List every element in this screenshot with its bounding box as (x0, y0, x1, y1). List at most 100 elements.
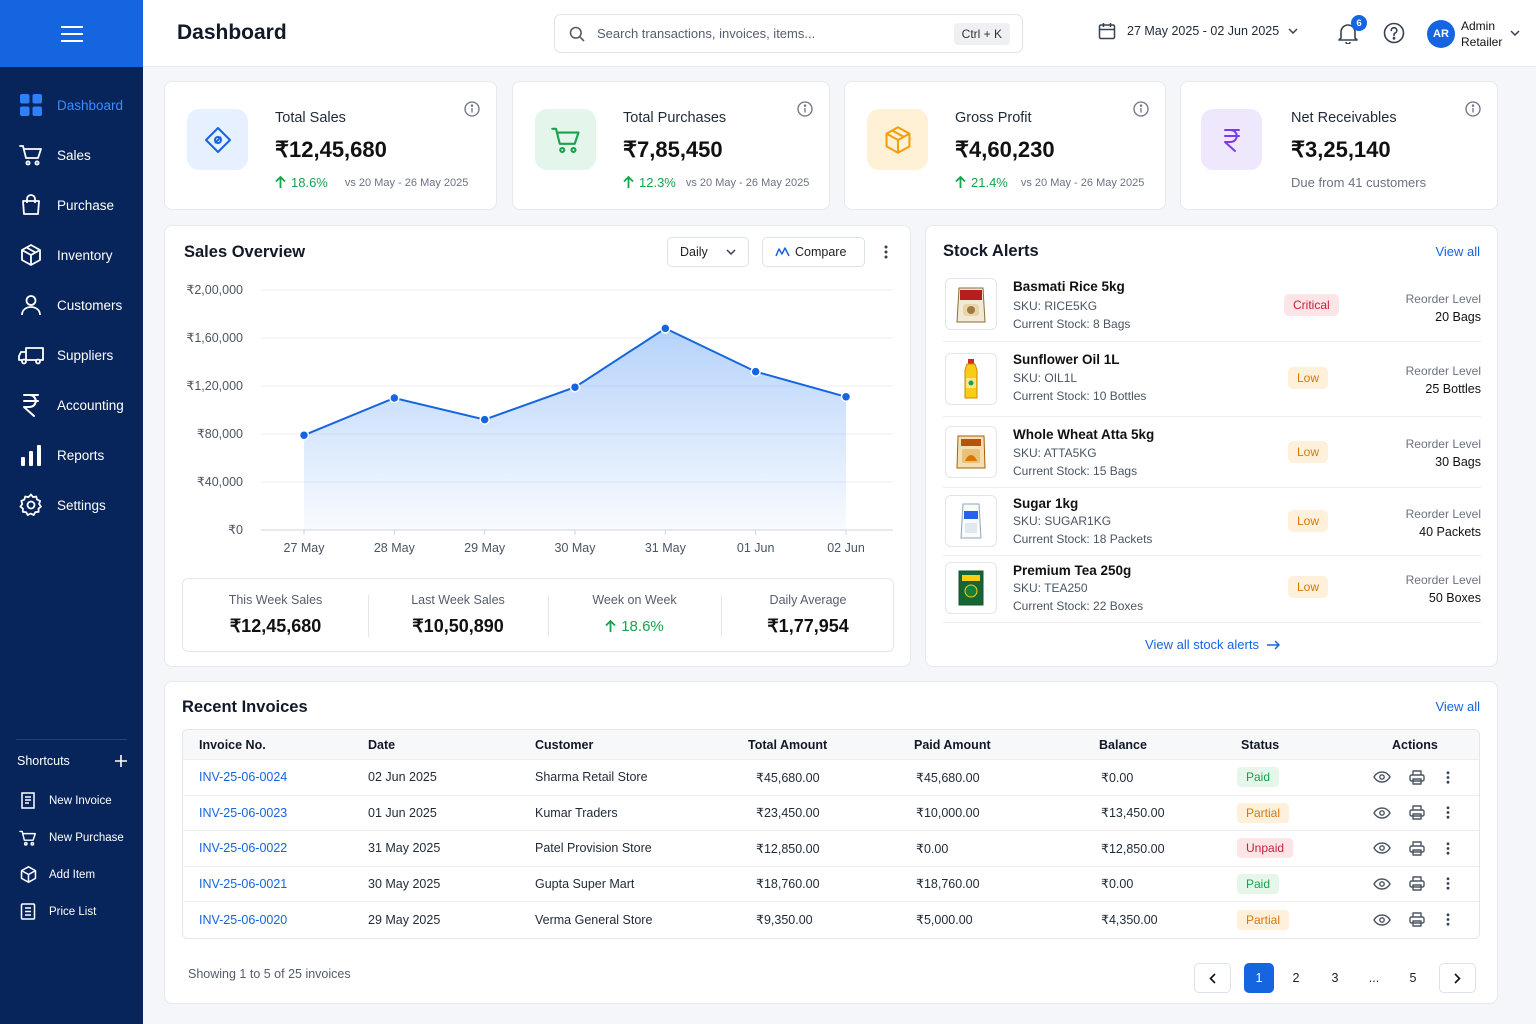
stock-alert-row[interactable]: Sugar 1kg SKU: SUGAR1KG Current Stock: 1… (943, 488, 1481, 556)
notification-count-badge: 6 (1351, 15, 1367, 31)
compare-chart-icon (775, 246, 790, 258)
invoice-number-link[interactable]: INV-25-06-0024 (199, 770, 288, 785)
current-stock: Current Stock: 22 Boxes (1013, 599, 1143, 613)
kpi-icon-box (535, 109, 596, 170)
invoice-number-link[interactable]: INV-25-06-0023 (199, 805, 288, 820)
invoice-number-link[interactable]: INV-25-06-0020 (199, 912, 288, 927)
box-icon (19, 866, 37, 884)
view-all-link[interactable]: View all (1435, 699, 1480, 714)
shortcut-add-item[interactable]: Add Item (0, 856, 143, 893)
sidebar-item-suppliers[interactable]: Suppliers (0, 330, 143, 380)
status-badge: Low (1288, 441, 1329, 463)
sidebar-item-dashboard[interactable]: Dashboard (0, 80, 143, 130)
menu-icon[interactable] (60, 25, 83, 42)
top-header: Dashboard Ctrl + K 27 May 2025 - 02 Jun … (143, 0, 1536, 67)
stock-prefix: Current Stock: (1013, 464, 1090, 478)
sidebar-item-sales[interactable]: Sales (0, 130, 143, 180)
page-button[interactable]: 2 (1292, 971, 1300, 985)
shortcut-label: Add Item (49, 868, 96, 881)
more-vertical-icon[interactable] (1446, 877, 1450, 890)
stock-alerts-card: Stock Alerts View all Basmati Rice 5kg S… (925, 225, 1498, 667)
balance-amount: ₹13,450.00 (1101, 806, 1165, 821)
stock-alert-row[interactable]: Premium Tea 250g SKU: TEA250 Current Sto… (943, 556, 1481, 623)
page-button[interactable]: 5 (1409, 971, 1417, 985)
period-dropdown[interactable]: Daily (667, 237, 749, 267)
view-all-link[interactable]: View all (1435, 244, 1480, 259)
print-icon[interactable] (1409, 876, 1425, 891)
reorder-value: 50 Boxes (1428, 591, 1481, 605)
view-eye-icon[interactable] (1373, 914, 1391, 926)
shortcut-label: Price List (49, 905, 97, 918)
section-title: Recent Invoices (182, 698, 308, 716)
print-icon[interactable] (1409, 841, 1425, 856)
invoice-number-link[interactable]: INV-25-06-0021 (199, 876, 288, 891)
sidebar-item-customers[interactable]: Customers (0, 280, 143, 330)
customer-name: Sharma Retail Store (535, 770, 648, 785)
sidebar-item-reports[interactable]: Reports (0, 430, 143, 480)
date-range-picker[interactable]: 27 May 2025 - 02 Jun 2025 (1098, 22, 1298, 40)
more-vertical-icon[interactable] (1446, 842, 1450, 855)
print-icon[interactable] (1409, 805, 1425, 820)
summary-last-week: Last Week Sales ₹10,50,890 (368, 579, 548, 653)
help-button[interactable] (1383, 22, 1405, 44)
page-button[interactable]: 3 (1331, 971, 1339, 985)
stock-alert-row[interactable]: Sunflower Oil 1L SKU: OIL1L Current Stoc… (943, 342, 1481, 417)
view-eye-icon[interactable] (1373, 807, 1391, 819)
kpi-delta: 21.4% vs 20 May - 26 May 2025 (955, 175, 1144, 190)
plus-icon[interactable] (115, 755, 127, 767)
print-icon[interactable] (1409, 770, 1425, 785)
sidebar-item-settings[interactable]: Settings (0, 480, 143, 530)
sidebar-item-label: Suppliers (57, 347, 114, 363)
more-vertical-icon[interactable] (884, 245, 888, 259)
more-vertical-icon[interactable] (1446, 913, 1450, 926)
info-icon[interactable] (1465, 101, 1481, 117)
more-vertical-icon[interactable] (1446, 771, 1450, 784)
cart-icon (19, 829, 37, 847)
arrow-up-icon (275, 176, 286, 189)
info-icon[interactable] (1133, 101, 1149, 117)
column-header: Balance (1099, 737, 1147, 752)
view-all-stock-alerts-link[interactable]: View all stock alerts (926, 637, 1499, 652)
total-amount: ₹9,350.00 (756, 913, 813, 928)
view-eye-icon[interactable] (1373, 878, 1391, 890)
column-header: Invoice No. (199, 737, 266, 752)
stock-alert-row[interactable]: Whole Wheat Atta 5kg SKU: ATTA5KG Curren… (943, 417, 1481, 488)
user-menu[interactable]: AR Admin Retailer (1427, 18, 1520, 50)
summary-label: This Week Sales (228, 593, 323, 607)
sidebar-item-accounting[interactable]: Accounting (0, 380, 143, 430)
summary-value-wrap: 18.6% (548, 618, 721, 635)
summary-value: ₹12,45,680 (229, 616, 322, 636)
print-icon[interactable] (1409, 912, 1425, 927)
shortcut-price-list[interactable]: Price List (0, 893, 143, 930)
more-vertical-icon[interactable] (1446, 806, 1450, 819)
info-icon[interactable] (797, 101, 813, 117)
view-eye-icon[interactable] (1373, 842, 1391, 854)
rupee-icon (18, 392, 44, 418)
view-eye-icon[interactable] (1373, 771, 1391, 783)
notifications-button[interactable]: 6 (1338, 15, 1367, 44)
product-sku: SKU: OIL1L (1013, 371, 1077, 385)
sugar-pack-image (960, 503, 982, 539)
search-bar[interactable]: Ctrl + K (554, 14, 1023, 53)
next-page-button[interactable] (1439, 963, 1476, 993)
kpi-icon-box (867, 109, 928, 170)
product-name: Sugar 1kg (1013, 496, 1079, 511)
search-input[interactable] (597, 26, 937, 41)
data-point (750, 366, 761, 377)
invoice-number-link[interactable]: INV-25-06-0022 (199, 841, 288, 856)
stock-alert-row[interactable]: Basmati Rice 5kg SKU: RICE5KG Current St… (943, 270, 1481, 342)
shortcut-new-invoice[interactable]: New Invoice (0, 782, 143, 819)
user-name: Admin (1461, 19, 1496, 33)
sidebar-item-purchase[interactable]: Purchase (0, 180, 143, 230)
page-button[interactable]: 1 (1244, 963, 1274, 993)
shortcut-new-purchase[interactable]: New Purchase (0, 819, 143, 856)
sku-value: RICE5KG (1044, 299, 1098, 313)
user-role: Retailer (1461, 35, 1503, 49)
compare-button[interactable]: Compare (762, 237, 865, 267)
info-icon[interactable] (464, 101, 480, 117)
sidebar: Dashboard Sales Purchase Inventory Custo… (0, 0, 143, 1024)
sidebar-item-inventory[interactable]: Inventory (0, 230, 143, 280)
date-range-value: 27 May 2025 - 02 Jun 2025 (1127, 24, 1280, 38)
chart-canvas: ₹0 ₹40,000 ₹80,000 ₹1,20,000 ₹1,60,000 ₹2,00,… (186, 283, 893, 555)
prev-page-button[interactable] (1194, 963, 1231, 993)
